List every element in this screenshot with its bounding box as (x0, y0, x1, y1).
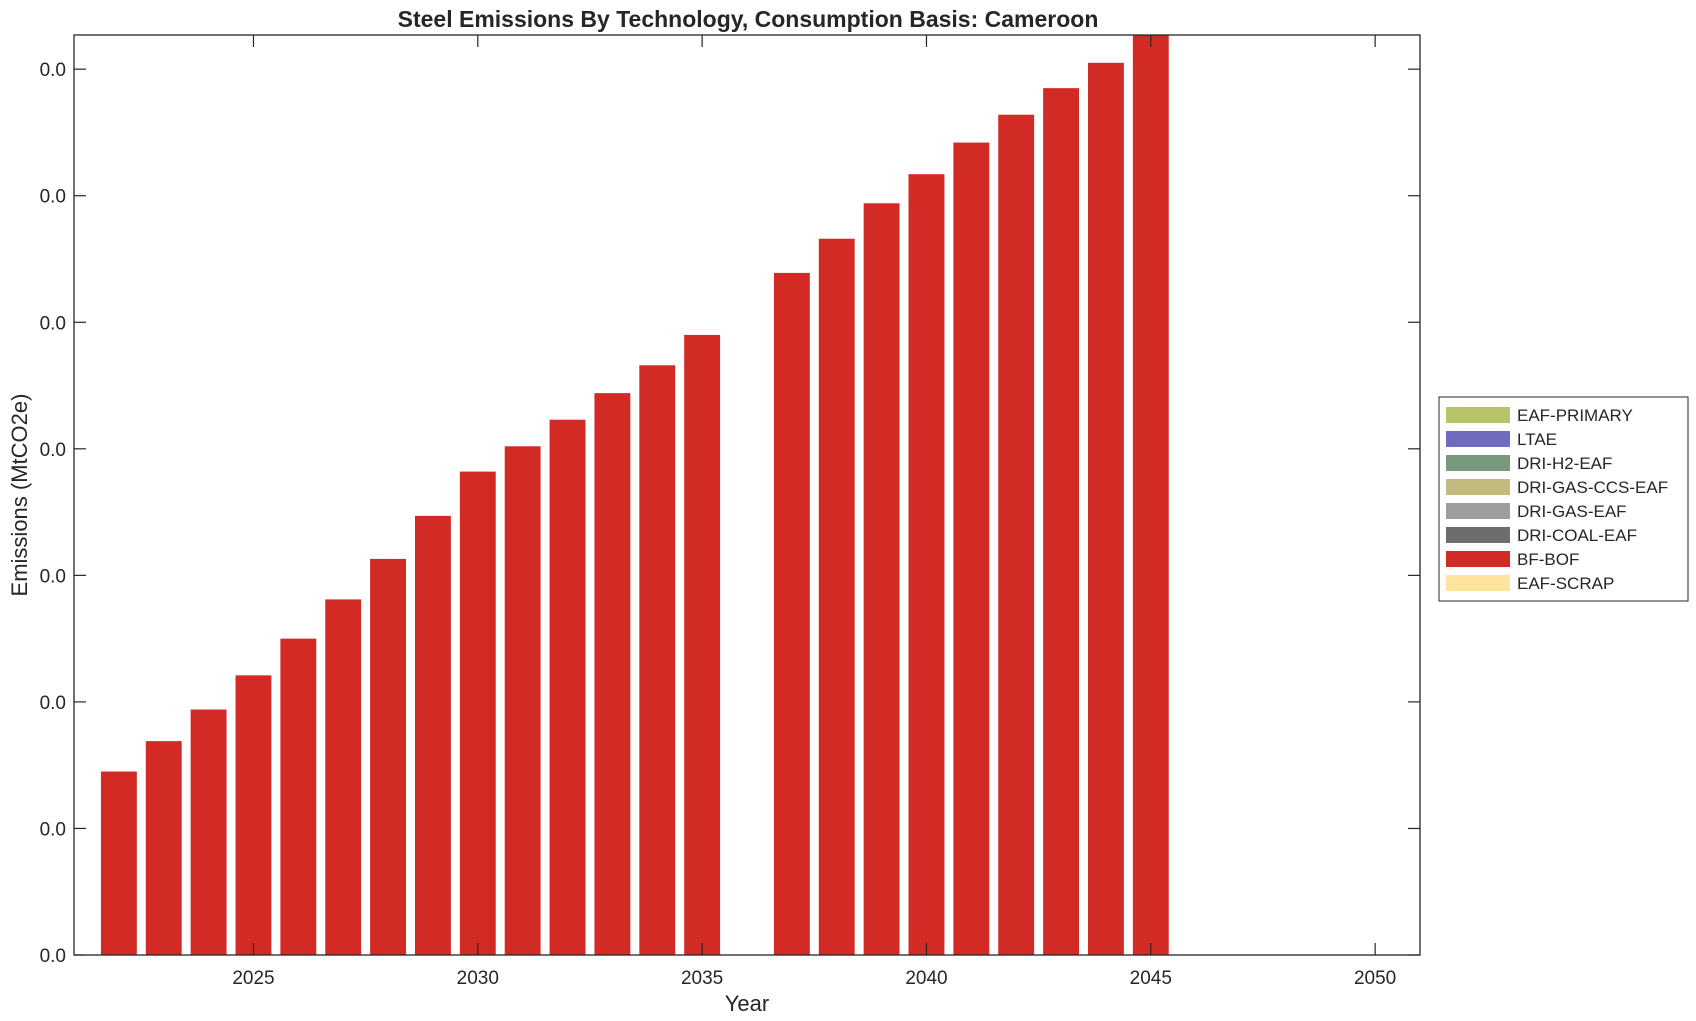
x-tick-label: 2025 (232, 968, 274, 989)
legend-label-eaf-primary: EAF-PRIMARY (1517, 406, 1633, 425)
legend: EAF-PRIMARY LTAE DRI-H2-EAF DRI-GAS-CCS-EAF… (1438, 396, 1689, 602)
bar-bf-bof-2041 (953, 142, 990, 955)
legend-label-dri-h2-eaf: DRI-H2-EAF (1517, 454, 1612, 473)
x-tick-label: 2035 (681, 968, 723, 989)
bar-bf-bof-2040 (908, 174, 945, 955)
y-tick-label: 0.0 (40, 946, 66, 967)
y-tick-label: 0.0 (40, 440, 66, 461)
bar-bf-bof-2033 (594, 393, 631, 955)
legend-swatch-bf-bof (1446, 551, 1510, 567)
chart-title: Steel Emissions By Technology, Consumpti… (398, 6, 1099, 32)
bars-group (100, 35, 1169, 956)
x-axis-label: Year (725, 991, 769, 1016)
y-tick-label: 0.0 (40, 693, 66, 714)
legend-swatch-dri-gas-eaf (1446, 503, 1510, 519)
legend-label-eaf-scrap: EAF-SCRAP (1517, 574, 1614, 593)
bar-bf-bof-2042 (998, 114, 1035, 956)
legend-label-dri-gas-eaf: DRI-GAS-EAF (1517, 502, 1627, 521)
bar-bf-bof-2038 (818, 238, 855, 956)
plot-area (74, 35, 1420, 955)
x-tick-label: 2050 (1354, 968, 1396, 989)
x-tick-label: 2030 (457, 968, 499, 989)
bar-bf-bof-2028 (370, 558, 407, 955)
bar-bf-bof-2044 (1087, 62, 1124, 955)
y-tick-label: 0.0 (40, 313, 66, 334)
legend-swatch-ltae (1446, 431, 1510, 447)
legend-label-bf-bof: BF-BOF (1517, 550, 1579, 569)
bar-bf-bof-2030 (459, 471, 496, 955)
bar-bf-bof-2034 (639, 365, 676, 955)
legend-label-dri-gas-ccs-eaf: DRI-GAS-CCS-EAF (1517, 478, 1668, 497)
y-tick-label: 0.0 (40, 187, 66, 208)
y-axis-label: Emissions (MtCO2e) (7, 394, 32, 597)
y-tick-label: 0.0 (40, 566, 66, 587)
bar-bf-bof-2031 (504, 446, 541, 955)
bar-bf-bof-2029 (414, 515, 451, 955)
bar-bf-bof-2043 (1043, 88, 1080, 955)
y-axis: 0.0 0.0 0.0 0.0 0.0 0.0 0.0 0.0 (40, 60, 1420, 967)
legend-swatch-eaf-scrap (1446, 575, 1510, 591)
bar-bf-bof-2025 (235, 675, 272, 955)
legend-swatch-dri-gas-ccs-eaf (1446, 479, 1510, 495)
x-axis: 2025 2030 2035 2040 2045 2050 (232, 35, 1396, 989)
bar-bf-bof-2023 (145, 741, 182, 955)
bar-bf-bof-2032 (549, 419, 586, 955)
legend-label-dri-coal-eaf: DRI-COAL-EAF (1517, 526, 1637, 545)
y-tick-label: 0.0 (40, 60, 66, 81)
bar-bf-bof-2026 (280, 638, 317, 955)
legend-swatch-eaf-primary (1446, 407, 1510, 423)
legend-box (1438, 396, 1689, 602)
bar-bf-bof-2045 (1132, 35, 1169, 955)
bar-bf-bof-2024 (190, 709, 227, 955)
y-tick-label: 0.0 (40, 819, 66, 840)
legend-swatch-dri-coal-eaf (1446, 527, 1510, 543)
bar-bf-bof-2022 (100, 771, 137, 955)
bar-bf-bof-2039 (863, 203, 900, 955)
bar-bf-bof-2035 (684, 334, 721, 955)
legend-label-ltae: LTAE (1517, 430, 1557, 449)
bar-bf-bof-2027 (325, 599, 362, 955)
plot-frame (73, 34, 1421, 956)
legend-swatch-dri-h2-eaf (1446, 455, 1510, 471)
x-tick-label: 2040 (905, 968, 947, 989)
bar-bf-bof-2037 (773, 272, 810, 955)
x-tick-label: 2045 (1130, 968, 1172, 989)
